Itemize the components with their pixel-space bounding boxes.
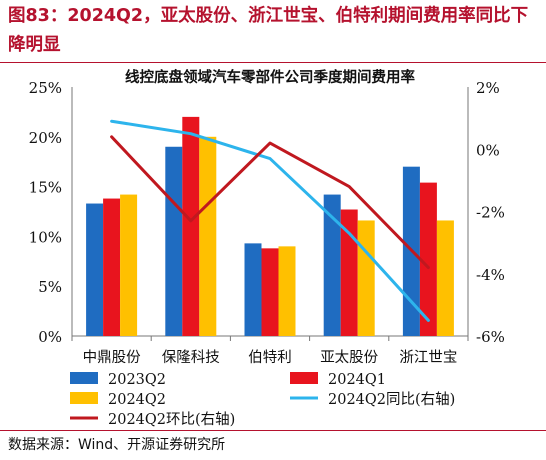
- figure-title: 图83：2024Q2，亚太股份、浙江世宝、伯特利期间费用率同比下降明显: [8, 6, 529, 55]
- legend-label: 2023Q2: [108, 372, 166, 388]
- bar-2024Q1: [340, 209, 358, 336]
- bar-2023Q2: [165, 146, 183, 336]
- left-tick-label: 20%: [29, 129, 62, 147]
- legend-label: 2024Q1: [328, 372, 386, 388]
- left-tick-label: 5%: [38, 278, 62, 296]
- left-tick-label: 25%: [29, 79, 62, 97]
- chart-title: 线控底盘领域汽车零部件公司季度期间费用率: [125, 68, 415, 86]
- legend-label: 2024Q2同比(右轴): [328, 391, 455, 408]
- line-2024Q2同比(右轴): [110, 119, 430, 322]
- category-label: 中鼎股份: [83, 349, 141, 366]
- bar-2024Q2: [199, 136, 217, 336]
- category-label: 保隆科技: [162, 349, 220, 366]
- title-divider: [0, 62, 546, 63]
- legend-swatch: [70, 372, 98, 384]
- legend-label: 2024Q2: [108, 392, 166, 408]
- line-2024Q2环比(右轴): [110, 135, 430, 270]
- bar-2024Q2: [357, 220, 375, 336]
- left-tick-label: 10%: [29, 228, 62, 246]
- category-label: 亚太股份: [320, 349, 378, 366]
- left-tick-label: 0%: [38, 328, 62, 346]
- bar-2024Q2: [120, 194, 138, 336]
- category-label: 伯特利: [248, 349, 292, 366]
- legend-swatch: [70, 392, 98, 404]
- right-tick-label: -6%: [476, 328, 505, 346]
- source-text: 数据来源：Wind、开源证券研究所: [8, 437, 226, 453]
- legend-label: 2024Q2环比(右轴): [108, 411, 235, 428]
- bar-2024Q1: [419, 182, 437, 336]
- left-tick-label: 15%: [29, 179, 62, 197]
- bar-2024Q1: [182, 116, 200, 336]
- axes: 0% 5% 10% 15% 20% 25% -6% -4% -2% 0% 2% 中鼎股份 保隆科技 伯特利…: [29, 79, 505, 366]
- right-tick-label: -4%: [476, 266, 505, 284]
- category-label: 浙江世宝: [399, 349, 457, 366]
- bar-2024Q2: [436, 220, 454, 336]
- bar-2023Q2: [86, 203, 104, 336]
- right-tick-label: 2%: [476, 79, 500, 97]
- source-divider: [0, 430, 546, 431]
- bar-2024Q1: [261, 248, 279, 336]
- right-tick-label: -2%: [476, 204, 505, 222]
- lines-group: [110, 119, 430, 322]
- bar-2024Q2: [278, 246, 296, 336]
- right-tick-label: 0%: [476, 141, 500, 159]
- bar-2023Q2: [244, 243, 262, 336]
- legend-swatch: [290, 372, 318, 384]
- bar-2024Q1: [103, 198, 121, 336]
- bars-group: [86, 116, 454, 336]
- bar-2023Q2: [323, 194, 341, 336]
- legend: 2023Q2 2024Q1 2024Q2 2024Q2同比(右轴) 2024Q2环比(右…: [70, 372, 455, 428]
